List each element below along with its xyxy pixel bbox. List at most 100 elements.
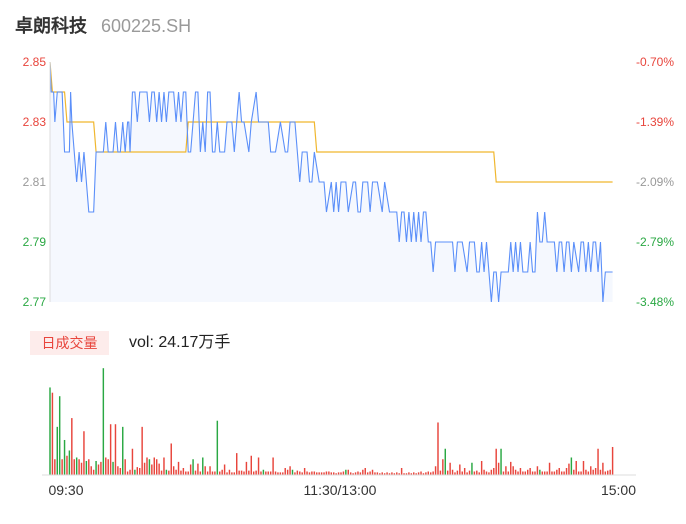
volume-bar: [553, 471, 556, 475]
x-tick-label: 11:30/13:00: [304, 482, 377, 498]
volume-bar: [61, 459, 63, 475]
volume-bar: [374, 472, 376, 475]
volume-bar: [383, 473, 386, 475]
volume-bar: [107, 459, 109, 475]
volume-bar: [291, 469, 294, 475]
volume-bar: [56, 426, 58, 475]
volume-bar: [609, 469, 611, 475]
volume-bar: [359, 472, 362, 475]
volume-bar: [468, 470, 471, 475]
volume-bar: [577, 471, 580, 475]
volume-bar: [480, 460, 483, 475]
volume-bar: [129, 469, 131, 475]
volume-bar: [260, 471, 262, 475]
volume-bar: [473, 471, 476, 475]
y-right-tick-label: -3.48%: [636, 295, 674, 309]
volume-bar: [493, 468, 495, 475]
volume-bar: [209, 466, 211, 476]
volume-bar: [289, 466, 291, 476]
volume-bar: [158, 463, 160, 475]
volume-bar: [248, 470, 250, 475]
volume-bar: [204, 466, 206, 476]
volume-bar: [366, 472, 369, 475]
volume-bar: [420, 471, 422, 475]
volume-bar: [124, 459, 126, 475]
daily-volume-tab[interactable]: 日成交量: [30, 331, 109, 355]
volume-bar: [345, 469, 347, 475]
volume-bar: [257, 457, 260, 475]
y-right-tick-label: -2.09%: [636, 175, 674, 189]
volume-bar: [476, 470, 478, 475]
volume-bar: [131, 448, 134, 475]
volume-bar: [340, 472, 342, 475]
volume-bar: [604, 471, 607, 475]
volume-bar: [529, 468, 531, 475]
volume-bar: [352, 473, 354, 475]
volume-bar: [362, 469, 364, 475]
volume-bar: [182, 468, 185, 475]
volume-bar: [347, 469, 349, 475]
volume-bar: [180, 470, 182, 475]
volume-bar: [354, 472, 357, 475]
volume-bar: [364, 468, 366, 475]
volume-bar: [245, 461, 248, 475]
volume-bar: [136, 467, 139, 475]
volume-bar: [517, 471, 519, 475]
volume-bar: [478, 472, 480, 475]
volume-bar: [495, 448, 497, 475]
volume-bar: [252, 471, 255, 475]
volume-bar: [219, 471, 221, 475]
volume-bar: [563, 471, 565, 475]
volume-bar: [238, 470, 240, 475]
volume-bar: [325, 471, 328, 475]
volume-bar: [376, 472, 379, 475]
volume-bar: [500, 448, 502, 475]
volume-bar: [541, 471, 543, 475]
volume-bar: [255, 470, 257, 475]
volume-bar: [100, 461, 102, 475]
volume-bar: [607, 470, 609, 475]
y-right-tick-label: -0.70%: [636, 55, 674, 69]
volume-bar: [400, 468, 403, 475]
volume-bar: [296, 470, 299, 475]
volume-bar: [425, 472, 427, 475]
volume-bar: [211, 471, 214, 475]
volume-bar: [396, 472, 398, 475]
volume-bar: [117, 466, 119, 476]
volume-bar: [590, 466, 592, 476]
volume-bar: [442, 459, 444, 475]
volume-bar: [202, 457, 204, 475]
volume-bar: [456, 470, 459, 475]
volume-bar: [240, 470, 243, 475]
volume-bar: [172, 466, 175, 476]
volume-bar: [381, 472, 383, 475]
volume-bar: [558, 468, 560, 475]
volume-bar: [95, 460, 97, 475]
volume-bar: [510, 461, 512, 475]
volume-bar: [320, 472, 323, 475]
volume-bar: [316, 472, 318, 475]
volume-bar: [430, 472, 432, 475]
stock-code: 600225.SH: [101, 16, 192, 36]
volume-bar: [417, 472, 420, 475]
volume-readout: vol: 24.17万手: [129, 334, 231, 351]
volume-bar: [177, 461, 180, 475]
y-left-tick-label: 2.81: [23, 175, 47, 189]
volume-bar: [54, 459, 56, 475]
volume-bar: [223, 464, 226, 475]
volume-bar: [262, 469, 265, 475]
volume-bar: [119, 468, 122, 475]
volume-bar: [71, 418, 73, 475]
volume-bar: [192, 459, 194, 475]
volume-bar: [611, 446, 614, 475]
volume-bar: [134, 469, 136, 475]
volume-bar: [330, 472, 333, 475]
volume-bar: [139, 468, 141, 475]
volume-bar: [463, 468, 466, 475]
volume-bar: [170, 443, 172, 475]
volume-bar: [143, 462, 146, 475]
volume-bar: [422, 473, 425, 475]
volume-bar: [279, 472, 282, 475]
volume-bar: [524, 471, 527, 475]
